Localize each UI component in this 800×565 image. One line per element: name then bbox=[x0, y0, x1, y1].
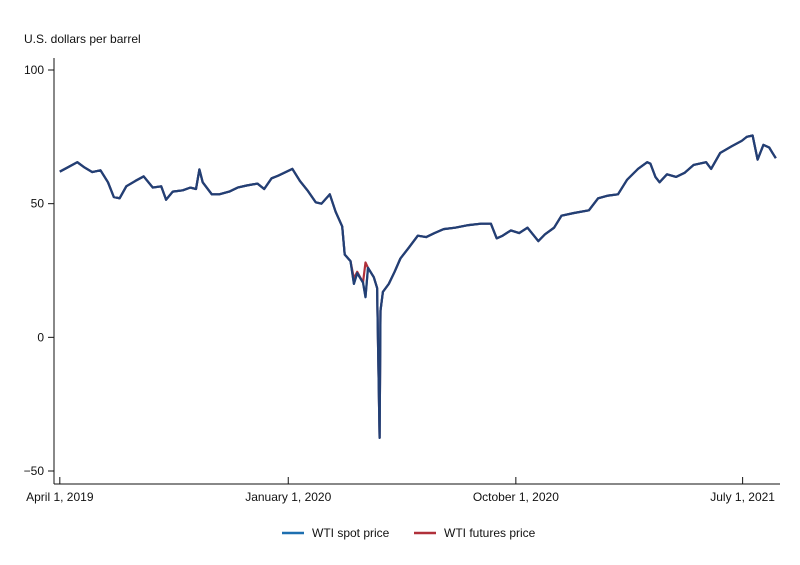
y-tick-label: 0 bbox=[37, 330, 44, 344]
axes: 100 50 0 −50 April 1, 2019 January 1, 2020 Oct… bbox=[24, 58, 780, 504]
legend-item: WTI spot price bbox=[282, 526, 390, 540]
y-tick-label: 100 bbox=[24, 63, 44, 77]
legend-label: WTI spot price bbox=[312, 526, 390, 540]
legend-label: WTI futures price bbox=[444, 526, 536, 540]
legend-item: WTI futures price bbox=[414, 526, 536, 540]
series-line-wti-futures-price bbox=[59, 134, 777, 439]
legend: WTI spot price WTI futures price bbox=[282, 526, 536, 540]
x-tick-label: October 1, 2020 bbox=[473, 490, 559, 504]
x-tick-label: April 1, 2019 bbox=[26, 490, 94, 504]
series-line-wti-spot-price bbox=[59, 134, 777, 439]
series-lines bbox=[59, 134, 777, 439]
y-tick-label: 50 bbox=[31, 197, 45, 211]
x-tick-label: July 1, 2021 bbox=[710, 490, 775, 504]
y-axis-label: U.S. dollars per barrel bbox=[24, 32, 141, 46]
y-tick-label: −50 bbox=[24, 464, 45, 478]
x-tick-label: January 1, 2020 bbox=[245, 490, 331, 504]
series-overlap-line bbox=[59, 134, 777, 439]
